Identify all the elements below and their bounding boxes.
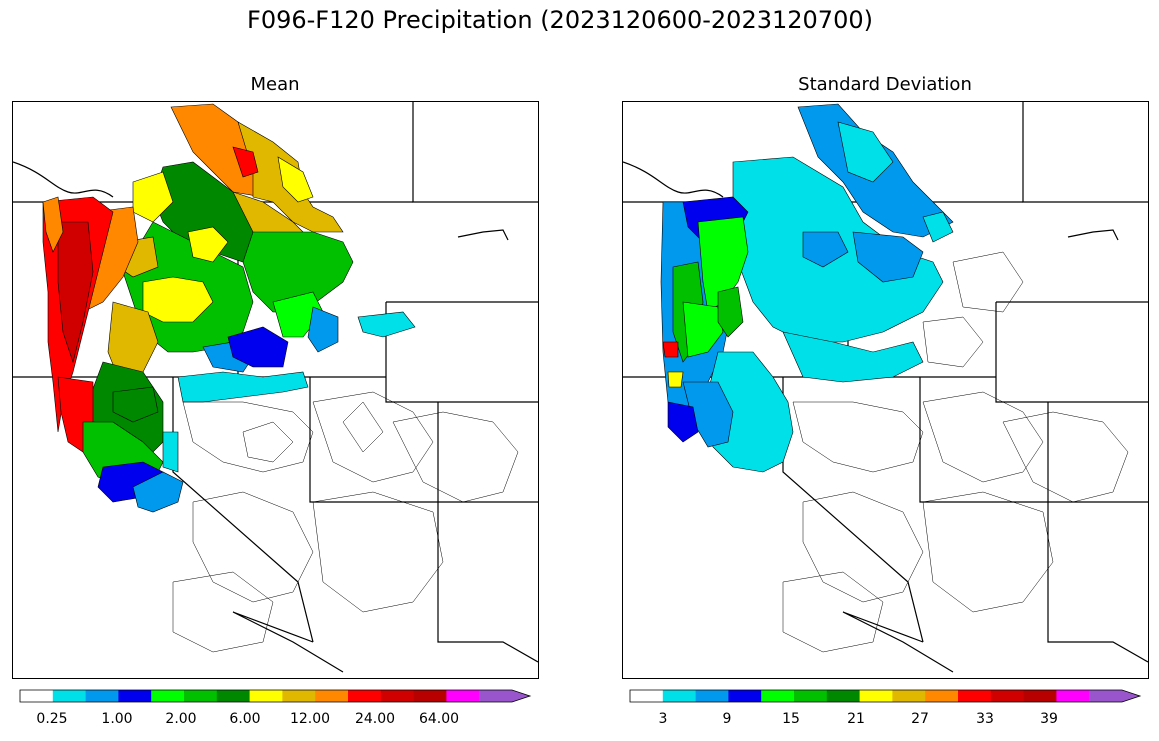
colorbar-segment [479, 690, 530, 702]
colorbar-segment [662, 690, 697, 702]
stddev-colorbar-svg [629, 689, 1142, 703]
stddev-colorbar-tick-label: 33 [976, 711, 994, 727]
colorbar-segment [151, 690, 185, 702]
mean-colorbar-tick-label: 64.00 [418, 711, 460, 727]
mean-colorbar-tick-label: 2.00 [165, 711, 197, 727]
mean-colorbar-tick-label: 24.00 [354, 711, 396, 727]
colorbar-segment [728, 690, 762, 702]
mean-colorbar-tick-label: 12.00 [289, 711, 331, 727]
stddev-basin-outlines [782, 251, 1129, 653]
stddev-panel-title: Standard Deviation [798, 74, 972, 95]
colorbar-segment [216, 690, 251, 702]
mean-map-canvas [13, 102, 538, 673]
colorbar-segment [249, 690, 283, 702]
stddev-colorbar-tick-label: 3 [658, 711, 668, 727]
colorbar-segment [859, 690, 893, 702]
colorbar-segment [695, 690, 729, 702]
mean-colorbar-tick-label: 6.00 [229, 711, 261, 727]
colorbar-segment [315, 690, 349, 702]
colorbar-segment [761, 690, 795, 702]
colorbar-segment [282, 690, 316, 702]
colorbar-segment [630, 690, 664, 702]
stddev-colorbar-tick-label: 39 [1040, 711, 1058, 727]
stddev-map [622, 101, 1149, 679]
stddev-regions [660, 103, 954, 473]
stddev-colorbar-tick-label: 15 [782, 711, 800, 727]
colorbar-segment [826, 690, 861, 702]
colorbar-segment [446, 690, 480, 702]
mean-colorbar-svg [19, 689, 532, 703]
colorbar-segment [85, 690, 119, 702]
mean-basin-outlines [172, 391, 519, 653]
mean-colorbar-tick-label: 1.00 [101, 711, 133, 727]
colorbar-segment [184, 690, 218, 702]
stddev-colorbar-tick-label: 9 [722, 711, 732, 727]
colorbar-segment [380, 690, 415, 702]
colorbar-segment [925, 690, 959, 702]
stddev-colorbar-tick-label: 21 [847, 711, 865, 727]
colorbar-outline [19, 689, 532, 703]
colorbar-segment [348, 690, 382, 702]
colorbar-segment [20, 690, 54, 702]
colorbar-segment [1089, 690, 1140, 702]
colorbar-segment [52, 690, 87, 702]
colorbar-outline [629, 689, 1142, 703]
mean-colorbar-tick-label: 0.25 [36, 711, 68, 727]
mean-regions [42, 103, 416, 513]
colorbar-segment [794, 690, 828, 702]
mean-panel-title: Mean [250, 74, 300, 95]
colorbar-segment [958, 690, 992, 702]
colorbar-segment [990, 690, 1025, 702]
colorbar-segment [892, 690, 926, 702]
stddev-map-canvas [623, 102, 1148, 673]
mean-colorbar [19, 689, 532, 703]
stddev-colorbar [629, 689, 1142, 703]
colorbar-segment [1023, 690, 1057, 702]
stddev-colorbar-tick-label: 27 [911, 711, 929, 727]
figure-title: F096-F120 Precipitation (2023120600-2023… [247, 6, 873, 34]
colorbar-segment [1056, 690, 1090, 702]
mean-map [12, 101, 539, 679]
colorbar-segment [118, 690, 152, 702]
colorbar-segment [413, 690, 447, 702]
